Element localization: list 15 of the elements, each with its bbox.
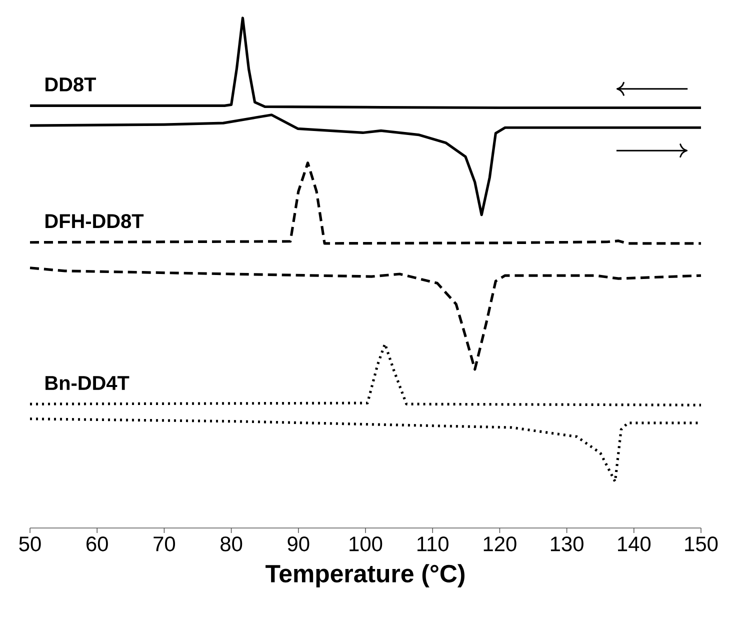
x-tick-label: 130 xyxy=(550,536,584,552)
x-tick-label: 100 xyxy=(350,536,382,552)
series-label: DFH-DD8T xyxy=(46,214,144,228)
series-label: DD8T xyxy=(46,77,96,92)
x-tick-label: 90 xyxy=(288,536,310,552)
x-tick-label: 50 xyxy=(19,536,41,552)
x-tick-label: 150 xyxy=(685,536,718,552)
x-tick-label: 140 xyxy=(618,536,651,552)
series-label: Bn-DD4T xyxy=(46,376,130,390)
x-axis-title: Temperature (°C) xyxy=(266,564,464,588)
x-tick-label: 120 xyxy=(484,536,516,552)
x-tick-label: 60 xyxy=(86,536,108,552)
x-tick-label: 70 xyxy=(154,536,176,552)
x-tick-label: 110 xyxy=(418,536,448,552)
x-tick-label: 80 xyxy=(220,536,242,552)
